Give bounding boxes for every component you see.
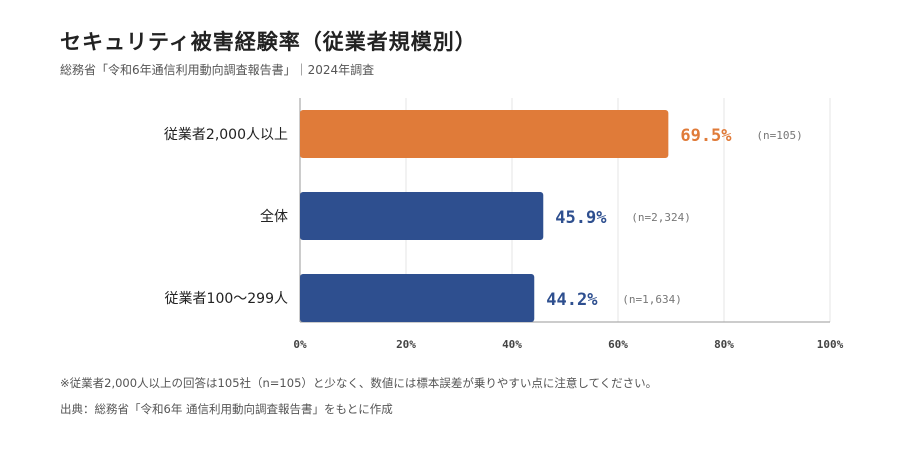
- x-tick-label: 20%: [396, 338, 416, 351]
- data-label: 69.5%: [680, 126, 732, 146]
- category-label: 従業者100～299人: [165, 291, 288, 307]
- category-label: 従業者2,000人以上: [164, 127, 288, 143]
- bar-chart: 0% 20% 40% 60% 80% 100% 従業者2,000人以上 69.5% (n=105…: [164, 98, 844, 351]
- data-label: 44.2%: [546, 290, 598, 310]
- category-label: 全体: [260, 208, 288, 225]
- bar: [300, 110, 669, 158]
- source-note: 出典：総務省「令和6年 通信利用動向調査報告書」をもとに作成: [60, 402, 393, 416]
- sample-size-label: (n=105): [756, 129, 802, 142]
- data-label: 45.9%: [555, 208, 607, 228]
- x-tick-label: 60%: [608, 338, 628, 351]
- chart-subtitle: 総務省「令和6年通信利用動向調査報告書」｜2024年調査: [60, 63, 375, 77]
- x-tick-label: 40%: [502, 338, 522, 351]
- footnote: ※従業者2,000人以上の回答は105社（n=105）と少なく、数値には標本誤差…: [60, 376, 658, 390]
- x-tick-label: 100%: [817, 338, 844, 351]
- bar: [300, 192, 544, 240]
- sample-size-label: (n=1,634): [622, 293, 682, 306]
- chart-title: セキュリティ被害経験率（従業者規模別）: [60, 30, 477, 54]
- x-tick-label: 80%: [714, 338, 734, 351]
- x-tick-label: 0%: [293, 338, 307, 351]
- sample-size-label: (n=2,324): [631, 211, 691, 224]
- bar: [300, 274, 535, 322]
